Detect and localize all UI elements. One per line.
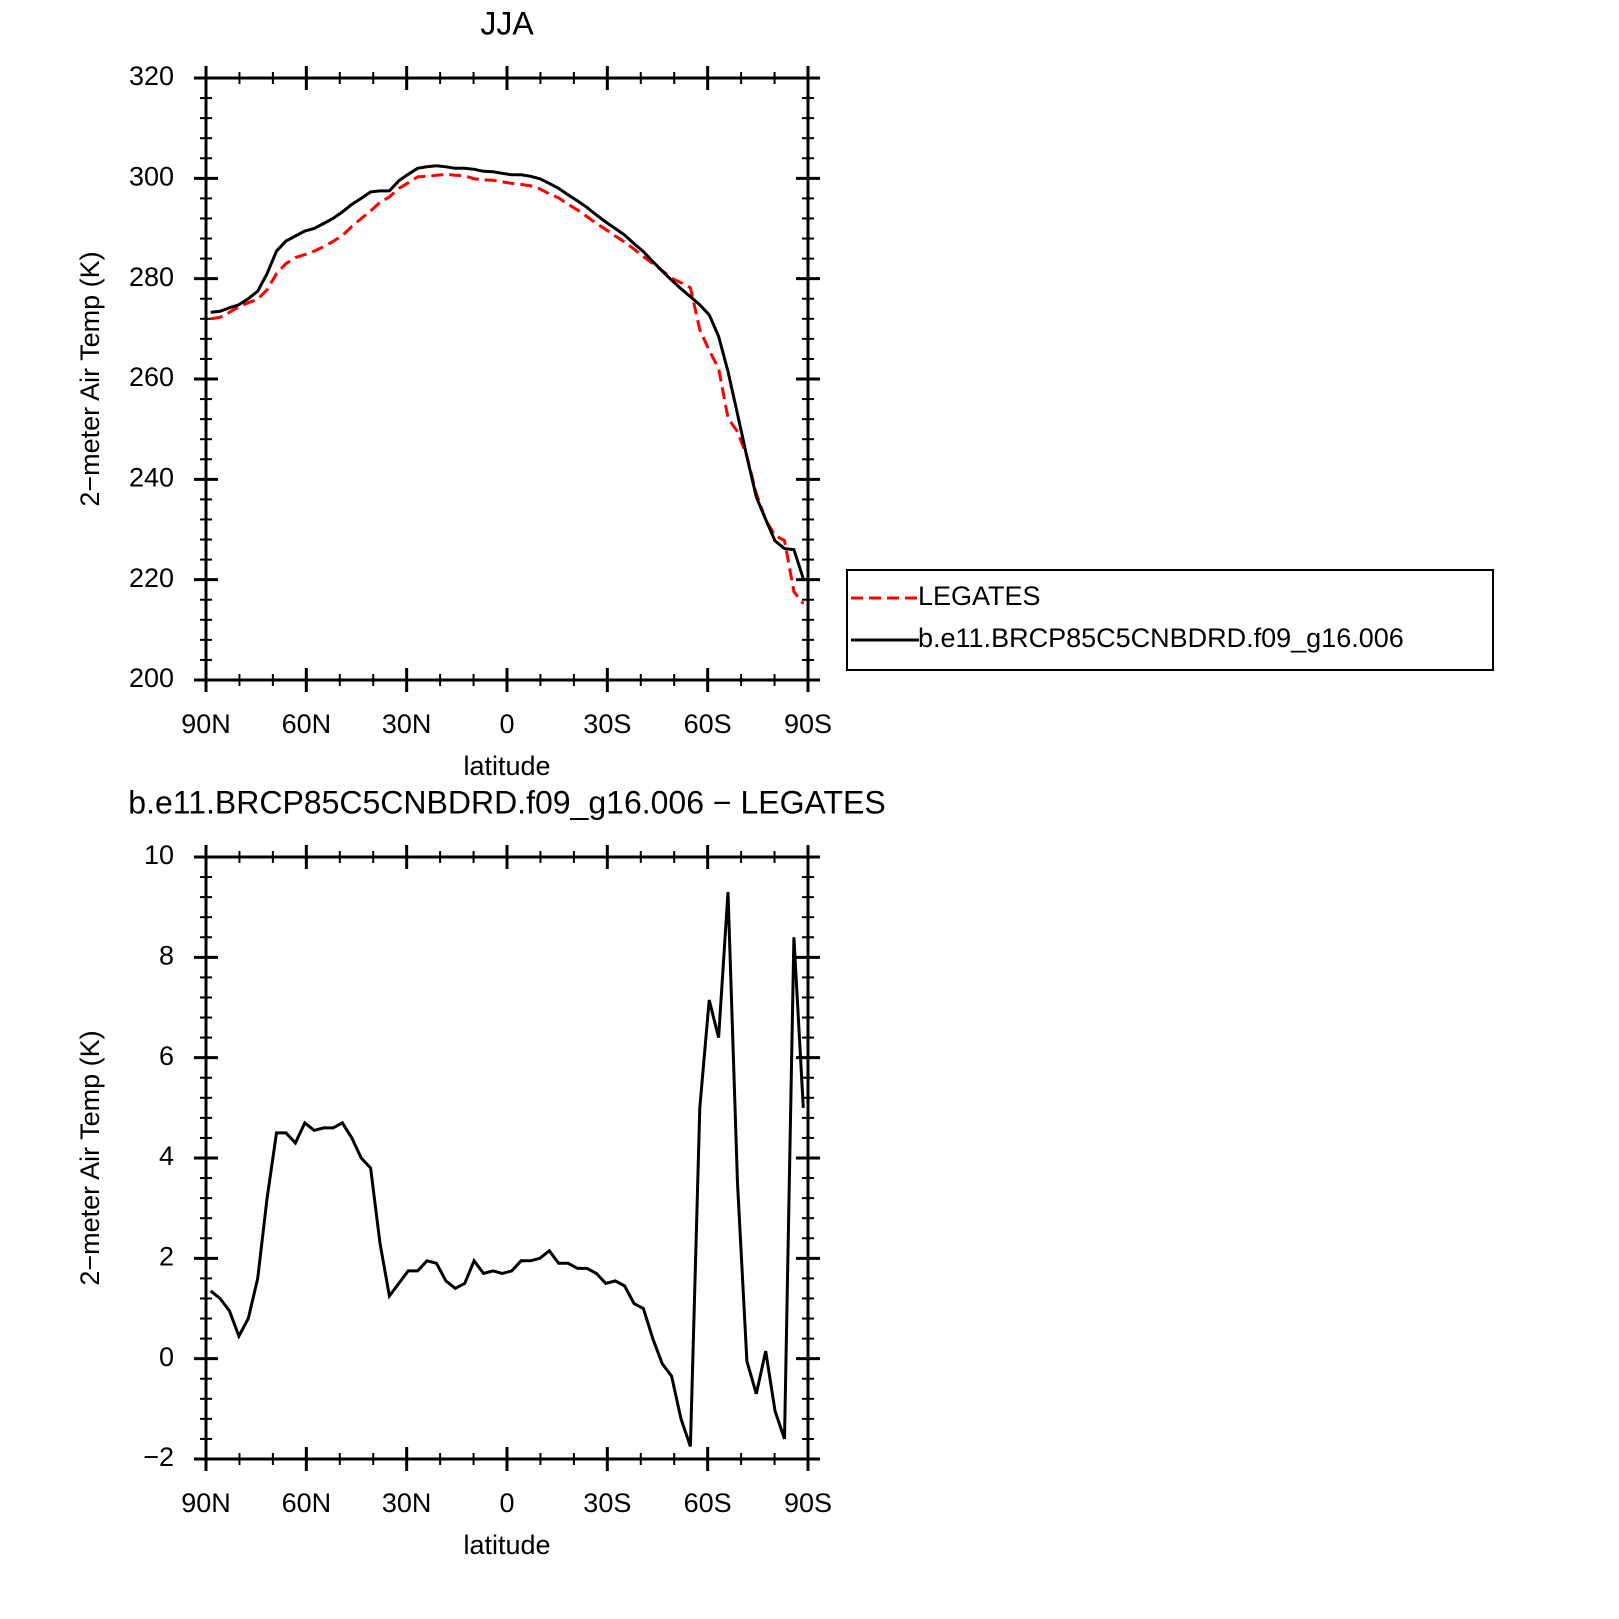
y-tick-label: 8: [159, 940, 174, 970]
y-tick-label: 200: [129, 663, 174, 693]
x-axis-label: latitude: [463, 1530, 550, 1560]
y-axis-label: 2−meter Air Temp (K): [75, 251, 105, 506]
y-tick-label: 220: [129, 563, 174, 593]
legend-box: [846, 569, 1494, 671]
x-tick-label: 30N: [382, 709, 432, 739]
x-tick-label: 60N: [282, 709, 332, 739]
plot-frame: [204, 76, 810, 682]
data-line: [209, 892, 805, 1447]
plot-frame: [204, 855, 810, 1461]
y-tick-label: 4: [159, 1141, 174, 1171]
x-tick-label: 30S: [583, 709, 631, 739]
x-tick-label: 30S: [583, 1488, 631, 1518]
y-tick-label: 260: [129, 362, 174, 392]
legend-label: b.e11.BRCP85C5CNBDRD.f09_g16.006: [918, 623, 1404, 653]
y-tick-label: 280: [129, 262, 174, 292]
y-tick-label: 0: [159, 1342, 174, 1372]
y-tick-label: 240: [129, 462, 174, 492]
y-tick-label: 320: [129, 61, 174, 91]
x-tick-label: 0: [499, 709, 514, 739]
chart-title: JJA: [480, 5, 534, 41]
x-tick-label: 60N: [282, 1488, 332, 1518]
data-line: [210, 172, 805, 605]
chart-title: b.e11.BRCP85C5CNBDRD.f09_g16.006 − LEGAT…: [128, 784, 885, 820]
x-tick-label: 60S: [684, 709, 732, 739]
x-tick-label: 90N: [181, 709, 231, 739]
y-tick-label: 2: [159, 1241, 174, 1271]
y-tick-label: 300: [129, 161, 174, 191]
x-tick-label: 30N: [382, 1488, 432, 1518]
x-axis-label: latitude: [463, 751, 550, 781]
x-tick-label: 60S: [684, 1488, 732, 1518]
data-line: [210, 164, 805, 580]
x-tick-label: 90S: [784, 1488, 832, 1518]
x-tick-label: 90S: [784, 709, 832, 739]
x-tick-label: 0: [499, 1488, 514, 1518]
y-tick-label: 10: [144, 840, 174, 870]
y-tick-label: −2: [143, 1442, 174, 1472]
x-tick-label: 90N: [181, 1488, 231, 1518]
y-axis-label: 2−meter Air Temp (K): [75, 1030, 105, 1285]
legend-label: LEGATES: [918, 581, 1041, 611]
y-tick-label: 6: [159, 1041, 174, 1071]
